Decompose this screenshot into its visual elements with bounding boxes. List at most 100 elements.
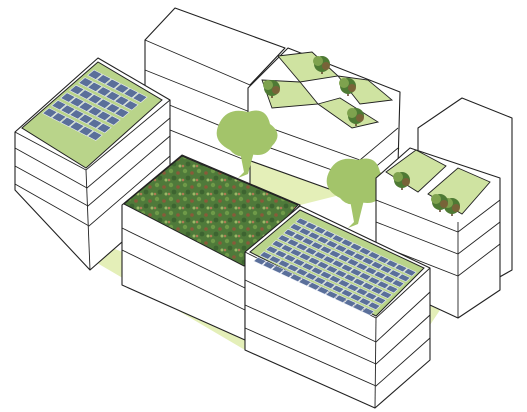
solar-panel (322, 255, 336, 264)
solar-panel (105, 115, 121, 126)
solar-panel (355, 262, 369, 271)
solar-panel (289, 248, 303, 257)
rooftop-trees (263, 56, 460, 216)
solar-panel (87, 94, 103, 105)
solar-panel (334, 269, 348, 278)
solar-panel (349, 268, 363, 277)
solar-panel (343, 298, 357, 308)
solar-panel (313, 226, 327, 235)
rooftop-tree (393, 172, 410, 190)
solar-panel (286, 238, 300, 248)
solar-panel (78, 77, 94, 88)
solar-panel (379, 290, 393, 299)
rooftop-tree (347, 108, 364, 126)
solar-panel (132, 92, 148, 103)
solar-panel (265, 245, 279, 255)
solar-panel (123, 100, 139, 111)
solar-panel (87, 106, 103, 117)
solar-panel (69, 97, 85, 108)
solar-panel (352, 303, 366, 312)
solar-panel (96, 74, 112, 85)
solar-panel (87, 81, 103, 93)
courtyard-tree-2 (326, 158, 388, 228)
solar-panel (334, 244, 348, 253)
solar-panel (78, 126, 94, 137)
solar-panel (373, 296, 387, 305)
solar-panel (310, 266, 324, 276)
solar-panel (310, 241, 324, 250)
solar-panel (78, 113, 94, 125)
solar-panel (361, 307, 375, 316)
solar-panel (349, 293, 363, 302)
solar-panel (289, 273, 303, 283)
solar-panel (69, 109, 85, 120)
solar-panel (87, 118, 103, 129)
solar-panel (328, 275, 342, 284)
solar-panel (403, 268, 417, 277)
solar-panel (280, 269, 294, 278)
solar-panel (87, 69, 103, 80)
solar-panel (325, 290, 339, 299)
solar-panel (313, 276, 327, 285)
solar-panel (391, 279, 405, 288)
solar-panel (96, 110, 112, 122)
solar-panel (322, 280, 336, 290)
solar-panel (283, 254, 297, 263)
solar-panel (295, 268, 309, 277)
solar-panel (325, 265, 339, 274)
solar-panel (60, 116, 76, 128)
rooftop-tree (313, 56, 330, 74)
solar-panel (105, 91, 121, 102)
solar-panel (307, 282, 321, 291)
solar-panel (367, 276, 381, 285)
solar-panel (316, 286, 330, 295)
solar-panel (385, 259, 399, 269)
solar-panel (325, 240, 339, 249)
solar-panel (96, 98, 112, 109)
solar-panel (385, 284, 399, 294)
solar-panel (334, 294, 348, 304)
solar-panel (283, 228, 297, 238)
solar-panel (277, 234, 291, 243)
solar-panel (343, 248, 357, 257)
solar-panel (307, 231, 321, 241)
solar-panel (373, 270, 387, 280)
solar-panel (340, 238, 354, 248)
solar-panel (286, 263, 300, 273)
rooftop-tree (431, 194, 448, 212)
solar-panel (358, 297, 372, 306)
solar-panel (331, 284, 345, 294)
left-solar-panel-array (42, 69, 148, 141)
solar-panel (295, 217, 309, 227)
solar-panel (361, 256, 375, 266)
solar-panel (268, 255, 282, 264)
solar-panel (376, 280, 390, 290)
solar-panel (105, 78, 121, 90)
solar-panel (382, 275, 396, 284)
solar-panel (355, 287, 369, 297)
solar-panel (96, 86, 112, 97)
solar-panel (60, 104, 76, 115)
solar-panel (337, 279, 351, 288)
solar-panel (340, 289, 354, 298)
solar-panel (304, 221, 318, 231)
solar-panel (358, 247, 372, 256)
solar-panel (253, 256, 267, 266)
solar-panel (397, 273, 411, 283)
solar-panel (337, 254, 351, 263)
solar-panel (340, 263, 354, 273)
front-solar-building (244, 205, 431, 409)
solar-panel (298, 277, 312, 287)
solar-panel (69, 84, 85, 96)
solar-panel (370, 261, 384, 270)
solar-panel (51, 100, 67, 111)
solar-panel (376, 255, 390, 264)
solar-panel (114, 83, 130, 94)
solar-panel (352, 277, 366, 287)
solar-panel (259, 251, 273, 260)
solar-panel (292, 258, 306, 267)
solar-panel (69, 121, 85, 132)
solar-panel (114, 107, 130, 119)
